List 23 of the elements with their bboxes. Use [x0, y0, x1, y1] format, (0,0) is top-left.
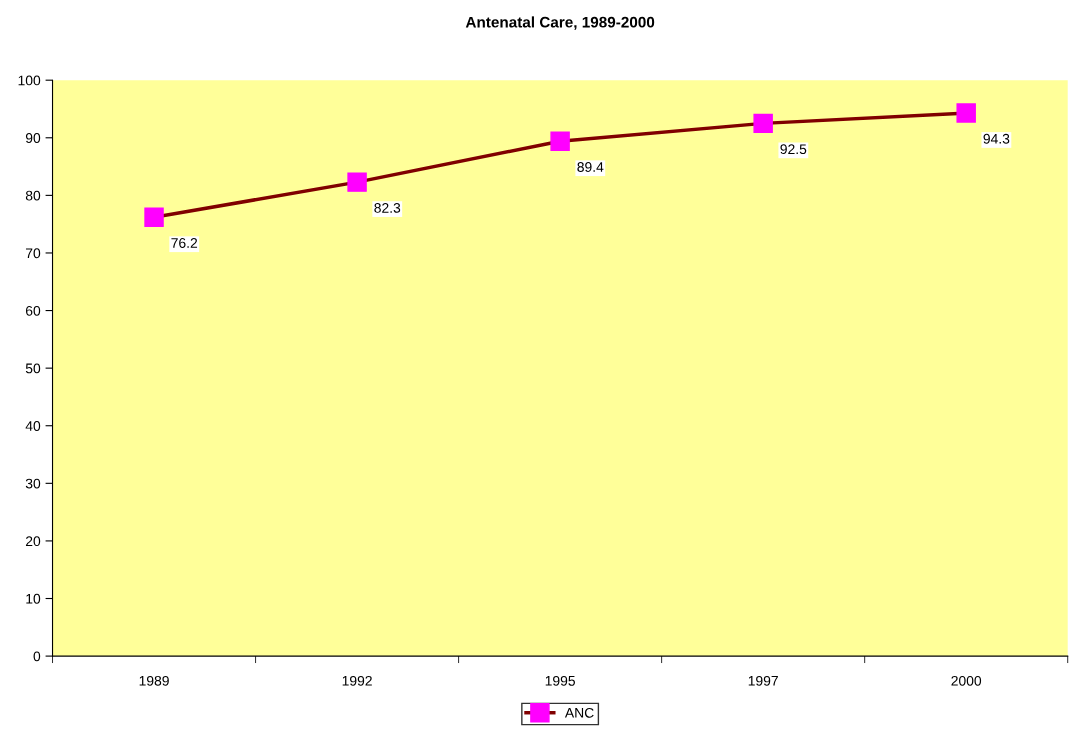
data-label: 92.5	[780, 144, 807, 155]
y-tick-label: 10	[26, 593, 41, 604]
data-label: 76.2	[171, 238, 198, 248]
data-label: 94.3	[983, 133, 1010, 144]
chart-title: Antenatal Care, 1989-2000	[465, 16, 655, 30]
y-tick-label: 100	[18, 75, 41, 86]
y-tick-label: 30	[25, 478, 41, 489]
y-tick-label: 50	[25, 363, 41, 374]
y-tick-label: 40	[25, 421, 41, 431]
x-tick-label: 1997	[748, 675, 778, 686]
x-tick-label: 2000	[951, 675, 982, 686]
y-tick-label: 0	[33, 651, 41, 662]
data-label: 82.3	[374, 202, 401, 213]
x-tick-label: 1992	[342, 675, 372, 686]
x-tick-label: 1995	[545, 675, 575, 686]
x-tick-label: 1989	[139, 675, 169, 686]
y-tick-label: 60	[25, 305, 41, 316]
y-tick-label: 70	[25, 248, 41, 259]
y-tick-label: 90	[25, 133, 41, 143]
data-label: 89.4	[577, 162, 604, 172]
legend-label: ANC	[564, 707, 594, 718]
y-tick-label: 20	[25, 536, 41, 547]
y-tick-label: 80	[25, 190, 41, 201]
